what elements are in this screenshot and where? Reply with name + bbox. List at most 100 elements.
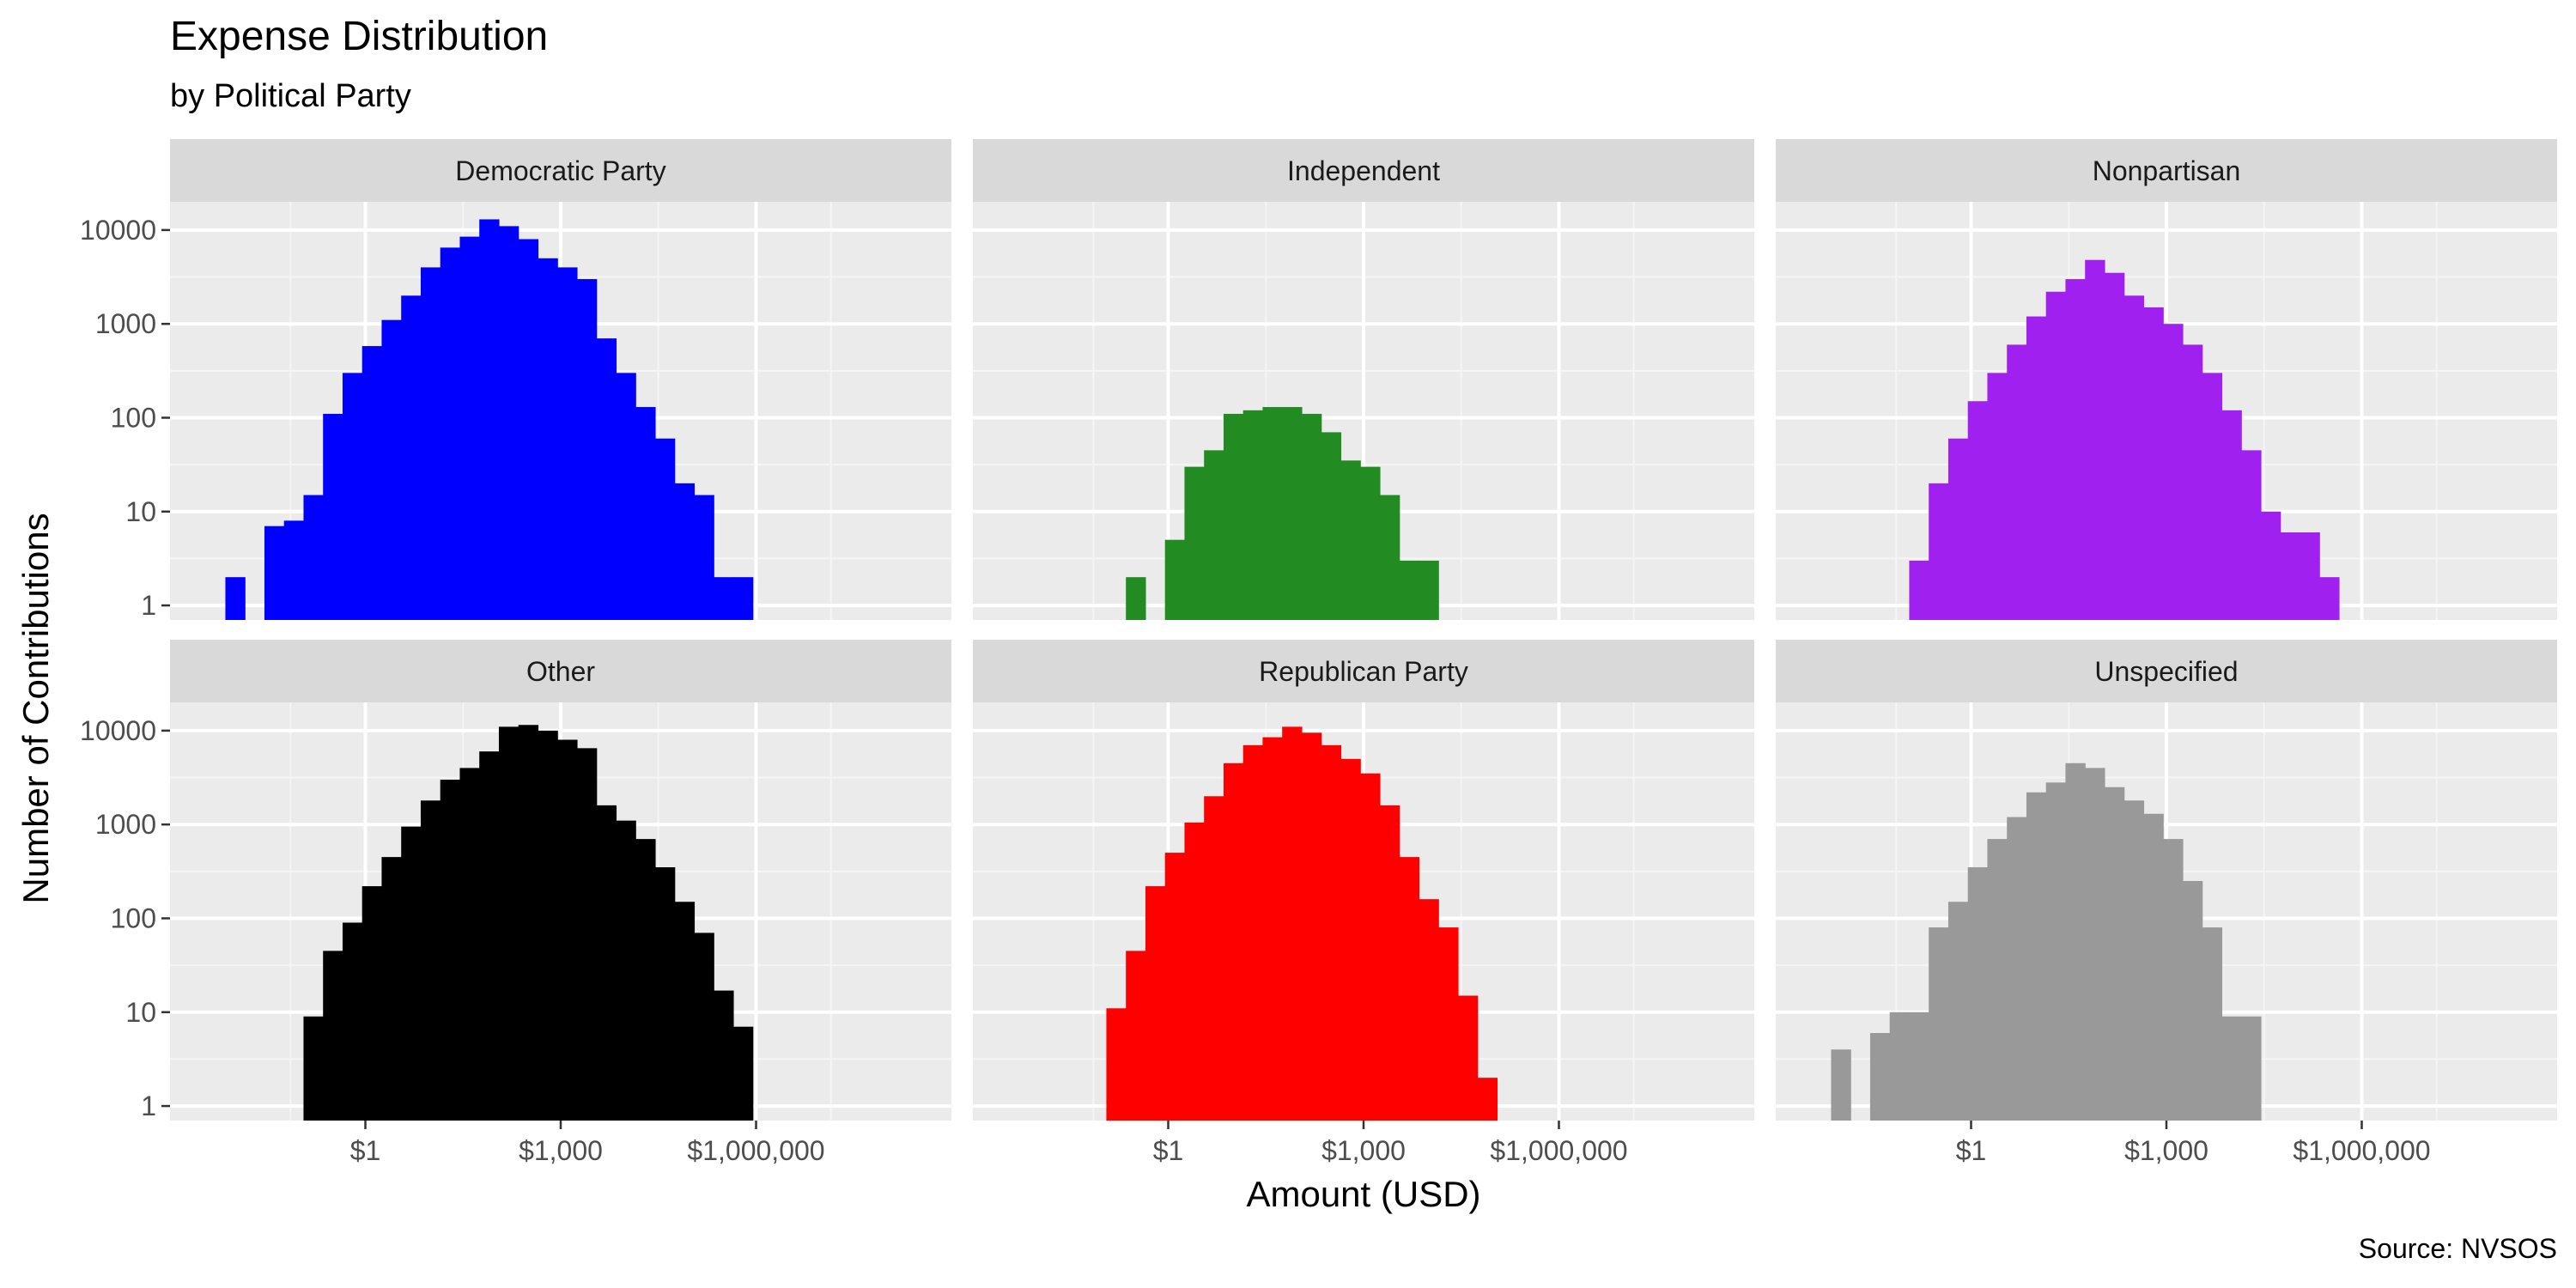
histogram-bar [518, 239, 539, 620]
histogram-bar [401, 295, 422, 620]
histogram-bar [2221, 410, 2242, 620]
panel-republican-party: Republican Party $1 $1,000 $1,000,000 [973, 640, 1754, 1166]
histogram-bar [2143, 307, 2164, 620]
histogram-bar [2202, 927, 2223, 1121]
histogram-bar [323, 413, 343, 620]
histogram-bar [596, 805, 617, 1121]
histogram-bar [2065, 762, 2086, 1121]
histogram-bar [616, 373, 636, 620]
histogram-bar [2221, 1016, 2242, 1121]
strip-background [973, 640, 1754, 702]
y-tick-label: 1000 [95, 308, 156, 339]
histogram-bar [1909, 560, 1929, 620]
histogram-bar [1262, 407, 1283, 620]
strip-background [170, 640, 951, 702]
histogram-bar [1164, 539, 1186, 620]
strip-label: Democratic Party [455, 155, 665, 186]
histogram-bar [1419, 899, 1439, 1121]
histogram-bar [381, 857, 402, 1121]
histogram-bar [459, 768, 480, 1121]
histogram-bar [1399, 560, 1420, 620]
y-tick-label: 10 [125, 997, 156, 1028]
histogram-bar [1399, 857, 1420, 1121]
histogram-bar [2026, 792, 2047, 1121]
x-tick-label: $1 [350, 1135, 381, 1166]
histogram-bar [2280, 532, 2301, 620]
histogram-bar [1360, 773, 1381, 1121]
histogram-bar [361, 886, 383, 1121]
histogram-bar [303, 1016, 324, 1121]
histogram-bar [557, 267, 578, 620]
histogram-bar [440, 780, 461, 1121]
histogram-bar [538, 258, 558, 620]
histogram-bar [225, 577, 246, 620]
x-tick-label: $1 [1956, 1135, 1987, 1166]
histogram-bar [694, 933, 714, 1121]
histogram-bar [732, 1026, 754, 1121]
y-tick-label: 10000 [80, 215, 156, 246]
histogram-bar [1419, 560, 1439, 620]
chart-caption: Source: NVSOS [2359, 1233, 2557, 1264]
histogram-bar [1242, 744, 1264, 1121]
histogram-bar [576, 279, 598, 620]
histogram-bar [596, 338, 617, 620]
histogram-bar [1145, 886, 1166, 1121]
histogram-bar [2045, 291, 2067, 620]
histogram-bar [714, 990, 734, 1121]
histogram-bar [1223, 762, 1244, 1121]
histogram-bar [732, 577, 754, 620]
histogram-bar [381, 319, 402, 620]
histogram-bar [342, 922, 363, 1121]
histogram-bar [1321, 432, 1342, 620]
histogram-bar [1929, 483, 1949, 620]
y-axis-title: Number of Contributions [15, 513, 56, 903]
histogram-bar [1321, 744, 1342, 1121]
histogram-bar [498, 226, 519, 620]
histogram-bar [635, 407, 656, 620]
histogram-bar [1282, 726, 1303, 1121]
x-tick-label: $1,000,000 [1490, 1135, 1627, 1166]
histogram-bar [2007, 817, 2027, 1121]
histogram-bar [1360, 466, 1381, 620]
histogram-bar [1909, 1012, 1929, 1121]
x-tick-label: $1,000,000 [687, 1135, 824, 1166]
histogram-bar [1438, 927, 1459, 1121]
y-tick-label: 100 [111, 402, 156, 433]
histogram-bar [2163, 324, 2184, 620]
strip-background [973, 139, 1754, 202]
histogram-bar [420, 267, 441, 620]
strip-label: Independent [1287, 155, 1440, 186]
histogram-bar [1967, 401, 1989, 620]
histogram-bar [2045, 782, 2067, 1121]
histogram-bar [283, 520, 305, 620]
histogram-bar [2182, 344, 2203, 620]
histogram-bar [1379, 495, 1400, 620]
histogram-bar [420, 800, 441, 1121]
panel-nonpartisan: Nonpartisan [1776, 139, 2557, 620]
histogram-bar [2104, 787, 2125, 1121]
y-tick-label: 1 [141, 1091, 156, 1121]
x-axis-title: Amount (USD) [1246, 1174, 1480, 1214]
strip-label: Nonpartisan [2093, 155, 2241, 186]
histogram-bar [1204, 796, 1224, 1121]
panel-democratic-party: Democratic Party 1 10 100 1000 10000 [80, 139, 951, 621]
histogram-bar [2085, 259, 2105, 620]
chart-subtitle: by Political Party [170, 78, 411, 114]
histogram-bar [714, 577, 734, 620]
x-tick-label: $1,000 [2124, 1135, 2208, 1166]
histogram-bar [2104, 272, 2125, 620]
histogram-bar [2202, 373, 2223, 620]
histogram-bar [2241, 1016, 2262, 1121]
histogram-bar [1204, 450, 1224, 620]
x-tick-label: $1,000 [519, 1135, 603, 1166]
strip-background [170, 139, 951, 202]
histogram-bar [2319, 577, 2340, 620]
histogram-bar [1301, 732, 1322, 1121]
histogram-bar [1379, 805, 1400, 1121]
histogram-bar [557, 739, 578, 1121]
histogram-bar [1126, 577, 1146, 620]
histogram-bar [498, 726, 519, 1121]
histogram-bar [1242, 410, 1264, 620]
histogram-bar [401, 826, 422, 1121]
